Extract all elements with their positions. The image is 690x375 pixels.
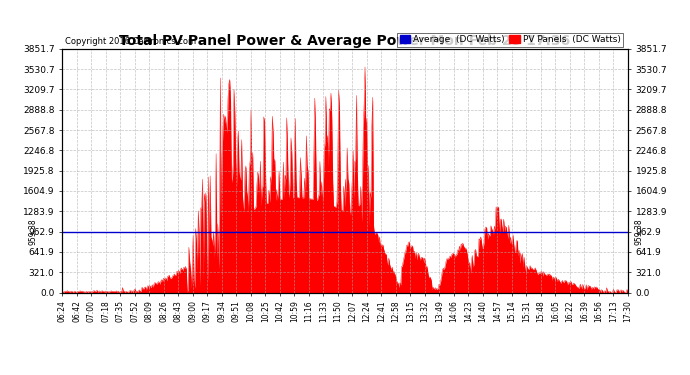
Legend: Average  (DC Watts), PV Panels  (DC Watts): Average (DC Watts), PV Panels (DC Watts) (397, 33, 623, 47)
Title: Total PV Panel Power & Average Power Mon Feb 29 17:36: Total PV Panel Power & Average Power Mon… (119, 34, 571, 48)
Text: Copyright 2016 Cartronics.com: Copyright 2016 Cartronics.com (65, 38, 196, 46)
Text: 959.38: 959.38 (28, 219, 37, 245)
Text: 959.38: 959.38 (635, 219, 644, 245)
